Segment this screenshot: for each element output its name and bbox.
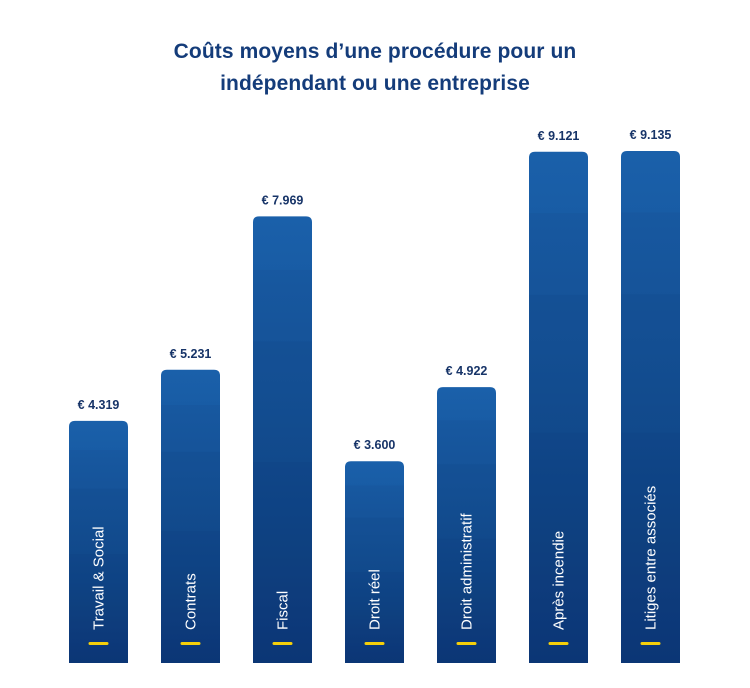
bar — [437, 387, 496, 663]
category-label: Après incendie — [551, 531, 568, 630]
bar-shade-band — [345, 572, 404, 663]
bar — [345, 461, 404, 663]
bar-group-4: € 4.922 Droit administratif — [437, 364, 496, 663]
yellow-marker — [88, 642, 109, 645]
bar-shade-band — [253, 341, 312, 663]
chart-title: Coûts moyens d’une procédure pour un ind… — [0, 36, 750, 100]
bar-shade-band — [161, 404, 220, 663]
yellow-marker — [272, 642, 293, 645]
bar-group-6: € 9.135 Litiges entre associés — [621, 128, 680, 663]
chart-title-line-2: indépendant ou une entreprise — [220, 72, 530, 95]
yellow-marker — [640, 642, 661, 645]
chart-title-line-1: Coûts moyens d’une procédure pour un — [173, 40, 577, 63]
bar-group-2: € 7.969 Fiscal — [253, 193, 312, 663]
bar-shade-band — [529, 432, 588, 663]
yellow-marker — [548, 642, 569, 645]
bar — [621, 151, 680, 663]
bar-shade-band — [529, 213, 588, 664]
bar-shade-band — [253, 269, 312, 663]
yellow-marker — [364, 642, 385, 645]
category-label: Litiges entre associés — [643, 486, 660, 630]
bar-shade-band — [529, 294, 588, 663]
bar-shade-band — [437, 420, 496, 663]
bar-shade-band — [69, 488, 128, 663]
category-label: Droit administratif — [459, 512, 476, 630]
bar-shade-band — [437, 464, 496, 663]
bar — [253, 216, 312, 663]
bar — [529, 151, 588, 663]
value-label: € 7.969 — [262, 193, 304, 207]
value-label: € 4.319 — [78, 398, 120, 412]
bar-shade-band — [253, 462, 312, 663]
bar-shade-band — [621, 294, 680, 663]
bar-group-0: € 4.319 Travail & Social — [69, 398, 128, 663]
value-label: € 9.121 — [538, 129, 580, 143]
bar-shade-band — [345, 517, 404, 663]
bar-shade-band — [69, 449, 128, 663]
category-label: Droit réel — [367, 569, 384, 630]
yellow-marker — [456, 642, 477, 645]
value-label: € 4.922 — [446, 364, 488, 378]
bar-group-1: € 5.231 Contrats — [161, 347, 220, 663]
category-label: Fiscal — [275, 591, 292, 630]
value-label: € 3.600 — [354, 438, 396, 452]
bar-group-5: € 9.121 Après incendie — [529, 129, 588, 664]
category-label: Travail & Social — [91, 526, 108, 630]
bar-shade-band — [161, 451, 220, 663]
bar-group-3: € 3.600 Droit réel — [345, 438, 404, 663]
value-label: € 5.231 — [170, 347, 212, 361]
value-label: € 9.135 — [630, 128, 672, 142]
yellow-marker — [180, 642, 201, 645]
bar-shade-band — [161, 531, 220, 663]
bar-shade-band — [345, 485, 404, 663]
category-label: Contrats — [183, 573, 200, 630]
bar — [69, 420, 128, 663]
bar-shade-band — [621, 432, 680, 663]
bar — [161, 369, 220, 663]
bar-shade-band — [621, 212, 680, 663]
